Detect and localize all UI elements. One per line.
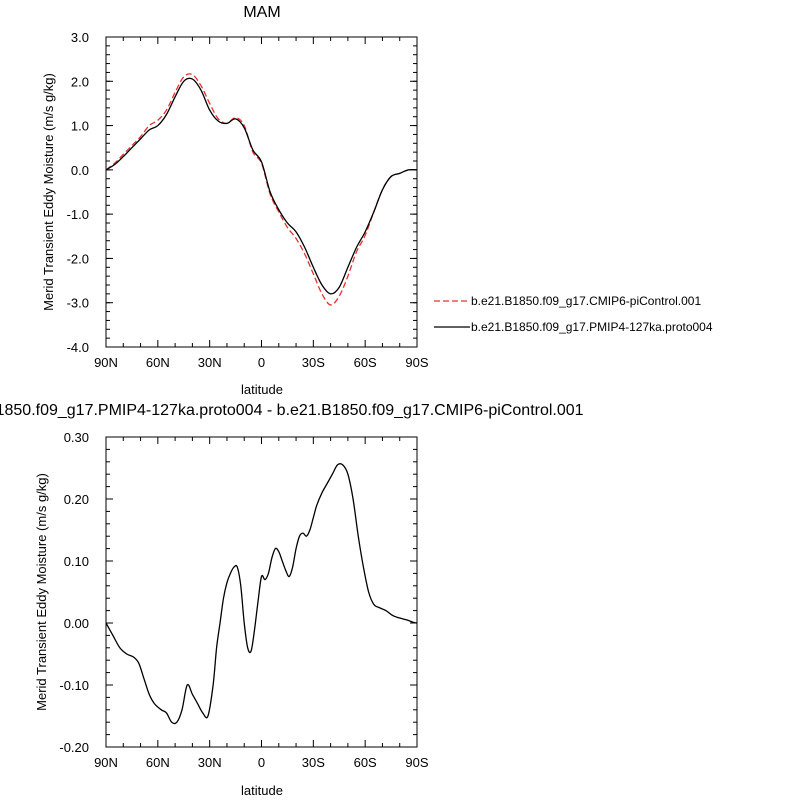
chart-bottom: b.e21.B1850.f09_g17.PMIP4-127ka.proto004… xyxy=(0,402,584,798)
chart-bottom-x-tick-label: 30N xyxy=(198,755,222,770)
chart-top-x-tick-label: 60N xyxy=(146,355,170,370)
chart-bottom-series-line-0 xyxy=(105,463,418,725)
chart-top-x-tick-label: 30N xyxy=(198,355,222,370)
chart-top-y-tick-label: -2.0 xyxy=(67,251,89,266)
chart-bottom-x-tick-label: 60N xyxy=(146,755,170,770)
chart-top-x-tick-label: 30S xyxy=(302,355,325,370)
chart-bottom-x-tick-label: 90S xyxy=(405,755,428,770)
chart-bottom-x-tick-label: 90N xyxy=(94,755,118,770)
legend-label-series-1: b.e21.B1850.f09_g17.PMIP4-127ka.proto004 xyxy=(471,320,713,334)
chart-bottom-y-tick-label: 0.10 xyxy=(64,554,89,569)
chart-top: MAM 90N 60N 30N 0 30S 60S 90S 3.0 2.0 1.0 0.0 -1.0 -… xyxy=(41,4,429,397)
chart-top-y-tick-label: 3.0 xyxy=(71,30,89,45)
chart-top-ylabel: Merid Transient Eddy Moisture (m/s g/kg) xyxy=(41,73,56,311)
chart-bottom-x-tick-label: 30S xyxy=(302,755,325,770)
chart-bottom-series xyxy=(105,463,418,725)
chart-top-title: MAM xyxy=(243,4,280,21)
chart-top-series-line-0 xyxy=(105,73,418,306)
chart-bottom-x-tick-label: 60S xyxy=(354,755,377,770)
chart-bottom-x-tick-label: 0 xyxy=(258,755,265,770)
chart-bottom-y-tick-label: -0.10 xyxy=(59,678,89,693)
chart-bottom-y-tick-label: 0.00 xyxy=(64,616,89,631)
chart-bottom-xlabel: latitude xyxy=(241,783,283,798)
chart-bottom-ticks: 90N 60N 30N 0 30S 60S 90S 0.30 0.20 0.10 0.00 -0.10… xyxy=(59,430,429,770)
chart-top-y-tick-label: 1.0 xyxy=(71,119,89,134)
chart-top-series-line-1 xyxy=(105,77,418,295)
legend-label-series-0: b.e21.B1850.f09_g17.CMIP6-piControl.001 xyxy=(471,294,701,308)
chart-top-series xyxy=(105,73,418,306)
chart-top-y-tick-label: -3.0 xyxy=(67,296,89,311)
chart-top-x-tick-label: 90N xyxy=(94,355,118,370)
chart-bottom-ylabel: Merid Transient Eddy Moisture (m/s g/kg) xyxy=(34,473,49,711)
chart-bottom-y-tick-label: 0.30 xyxy=(64,430,89,445)
chart-top-y-tick-label: 2.0 xyxy=(71,74,89,89)
chart-top-y-tick-label: 0.0 xyxy=(71,163,89,178)
chart-bottom-title: b.e21.B1850.f09_g17.PMIP4-127ka.proto004… xyxy=(0,402,584,419)
chart-top-ticks: 90N 60N 30N 0 30S 60S 90S 3.0 2.0 1.0 0.0 -1.0 -2.0 -… xyxy=(67,30,429,370)
chart-bottom-y-tick-label: 0.20 xyxy=(64,492,89,507)
chart-top-x-tick-label: 60S xyxy=(354,355,377,370)
chart-top-y-tick-label: -4.0 xyxy=(67,340,89,355)
chart-top-x-tick-label: 90S xyxy=(405,355,428,370)
chart-top-plot-frame xyxy=(105,36,418,348)
chart-top-xlabel: latitude xyxy=(241,382,283,397)
chart-top-x-tick-label: 0 xyxy=(258,355,265,370)
chart-top-legend: b.e21.B1850.f09_g17.CMIP6-piControl.001 … xyxy=(434,294,713,334)
chart-bottom-y-tick-label: -0.20 xyxy=(59,740,89,755)
chart-top-y-tick-label: -1.0 xyxy=(67,207,89,222)
